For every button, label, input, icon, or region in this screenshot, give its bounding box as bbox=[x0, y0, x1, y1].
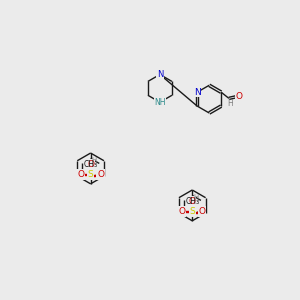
Text: CH₃: CH₃ bbox=[185, 197, 199, 206]
Text: O: O bbox=[199, 207, 206, 216]
Text: O: O bbox=[236, 92, 242, 101]
Text: NH: NH bbox=[154, 98, 166, 107]
Text: H: H bbox=[227, 99, 233, 108]
Text: O: O bbox=[87, 160, 94, 169]
Text: S: S bbox=[189, 207, 195, 216]
Text: O: O bbox=[97, 170, 104, 179]
Text: H: H bbox=[92, 157, 97, 163]
Text: O: O bbox=[179, 207, 186, 216]
Text: CH₃: CH₃ bbox=[83, 160, 98, 169]
Text: S: S bbox=[88, 170, 94, 179]
Text: O: O bbox=[77, 170, 84, 179]
Text: N: N bbox=[157, 70, 163, 79]
Text: H: H bbox=[194, 194, 199, 200]
Text: O: O bbox=[189, 197, 196, 206]
Text: N: N bbox=[194, 88, 201, 97]
